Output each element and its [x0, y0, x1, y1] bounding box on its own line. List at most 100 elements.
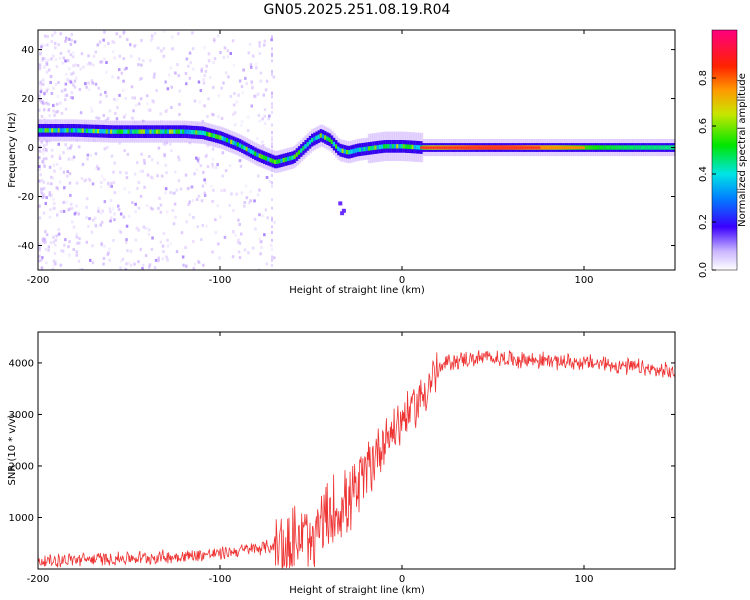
noise-speckle — [38, 216, 42, 220]
noise-speckle — [258, 268, 261, 270]
noise-speckle — [149, 206, 152, 210]
noise-speckle — [107, 251, 110, 255]
noise-speckle — [53, 202, 56, 206]
noise-speckle — [202, 78, 205, 82]
track-core — [343, 149, 347, 154]
noise-speckle — [264, 208, 268, 212]
track-core — [404, 144, 408, 149]
noise-speckle — [205, 64, 208, 68]
noise-speckle — [189, 61, 192, 65]
track-peak — [531, 146, 535, 149]
noise-speckle — [122, 88, 125, 92]
noise-speckle — [58, 56, 61, 60]
noise-speckle — [40, 266, 44, 269]
track-core — [612, 145, 616, 150]
track-core — [387, 144, 391, 149]
noise-speckle — [56, 94, 60, 98]
noise-speckle — [149, 39, 153, 43]
noise-speckle — [202, 263, 205, 267]
noise-speckle — [54, 58, 58, 62]
noise-speckle — [53, 169, 56, 173]
noise-speckle — [73, 212, 77, 216]
track-peak — [560, 146, 563, 149]
noise-speckle — [40, 89, 44, 93]
noise-speckle — [49, 241, 53, 245]
track-core — [367, 146, 371, 151]
noise-speckle — [52, 197, 55, 201]
noise-speckle — [134, 43, 138, 47]
track-peak — [492, 146, 496, 149]
noise-speckle — [125, 224, 129, 228]
track-core — [638, 145, 642, 150]
track-core — [647, 145, 651, 150]
track-core — [341, 148, 345, 154]
noise-speckle — [59, 263, 63, 267]
noise-speckle — [262, 93, 266, 97]
noise-speckle — [134, 103, 138, 107]
noise-speckle — [249, 199, 252, 203]
noise-speckle — [191, 31, 194, 35]
track-core — [81, 128, 85, 133]
noise-speckle — [236, 240, 240, 244]
noise-speckle — [49, 208, 52, 212]
track-peak — [433, 146, 437, 149]
noise-speckle — [90, 109, 94, 113]
track-core — [140, 129, 144, 134]
noise-speckle — [46, 35, 49, 39]
spectrogram-x-label: Height of straight line (km) — [289, 285, 425, 296]
noise-speckle — [103, 200, 107, 204]
noise-speckle — [40, 45, 43, 49]
noise-speckle — [53, 31, 57, 35]
track-peak — [542, 146, 546, 149]
noise-speckle — [51, 176, 55, 180]
noise-speckle — [271, 53, 273, 57]
noise-speckle — [69, 193, 72, 197]
noise-speckle — [210, 112, 214, 116]
track-core — [260, 154, 264, 159]
track-core — [335, 144, 338, 149]
track-core — [158, 129, 162, 134]
noise-speckle — [115, 32, 118, 36]
track-peak — [557, 146, 561, 149]
noise-speckle — [149, 175, 153, 179]
track-core — [649, 145, 653, 150]
noise-speckle — [142, 59, 145, 63]
noise-speckle — [178, 89, 181, 93]
track-core — [223, 137, 227, 142]
track-core — [186, 129, 190, 134]
track-core — [160, 129, 164, 134]
noise-speckle — [160, 49, 163, 53]
noise-speckle — [133, 262, 136, 266]
x-tick-label: 0 — [399, 574, 405, 585]
track-core — [245, 146, 249, 152]
colorbar-label: Normalized spectral amplitude — [737, 73, 748, 227]
track-core — [230, 139, 234, 145]
noise-speckle — [113, 191, 117, 195]
noise-speckle — [156, 46, 159, 50]
noise-speckle — [193, 172, 196, 176]
noise-speckle — [53, 41, 57, 45]
noise-speckle — [99, 60, 102, 64]
noise-speckle — [200, 199, 204, 203]
track-core — [44, 128, 48, 133]
track-core — [138, 129, 142, 134]
track-core — [228, 138, 231, 144]
noise-speckle — [197, 261, 201, 264]
noise-speckle — [216, 163, 219, 167]
noise-speckle — [62, 170, 66, 174]
track-core — [273, 159, 277, 165]
noise-speckle — [112, 170, 115, 174]
noise-speckle — [48, 68, 51, 72]
noise-speckle — [153, 266, 157, 270]
noise-speckle — [58, 180, 62, 184]
track-core — [282, 157, 286, 163]
track-core — [383, 144, 387, 149]
noise-speckle — [54, 46, 57, 50]
track-core — [77, 128, 81, 133]
noise-speckle — [38, 179, 41, 183]
noise-speckle — [103, 30, 106, 34]
track-core — [374, 145, 378, 150]
noise-speckle — [145, 204, 149, 207]
noise-speckle — [273, 220, 276, 224]
noise-speckle — [207, 52, 211, 56]
